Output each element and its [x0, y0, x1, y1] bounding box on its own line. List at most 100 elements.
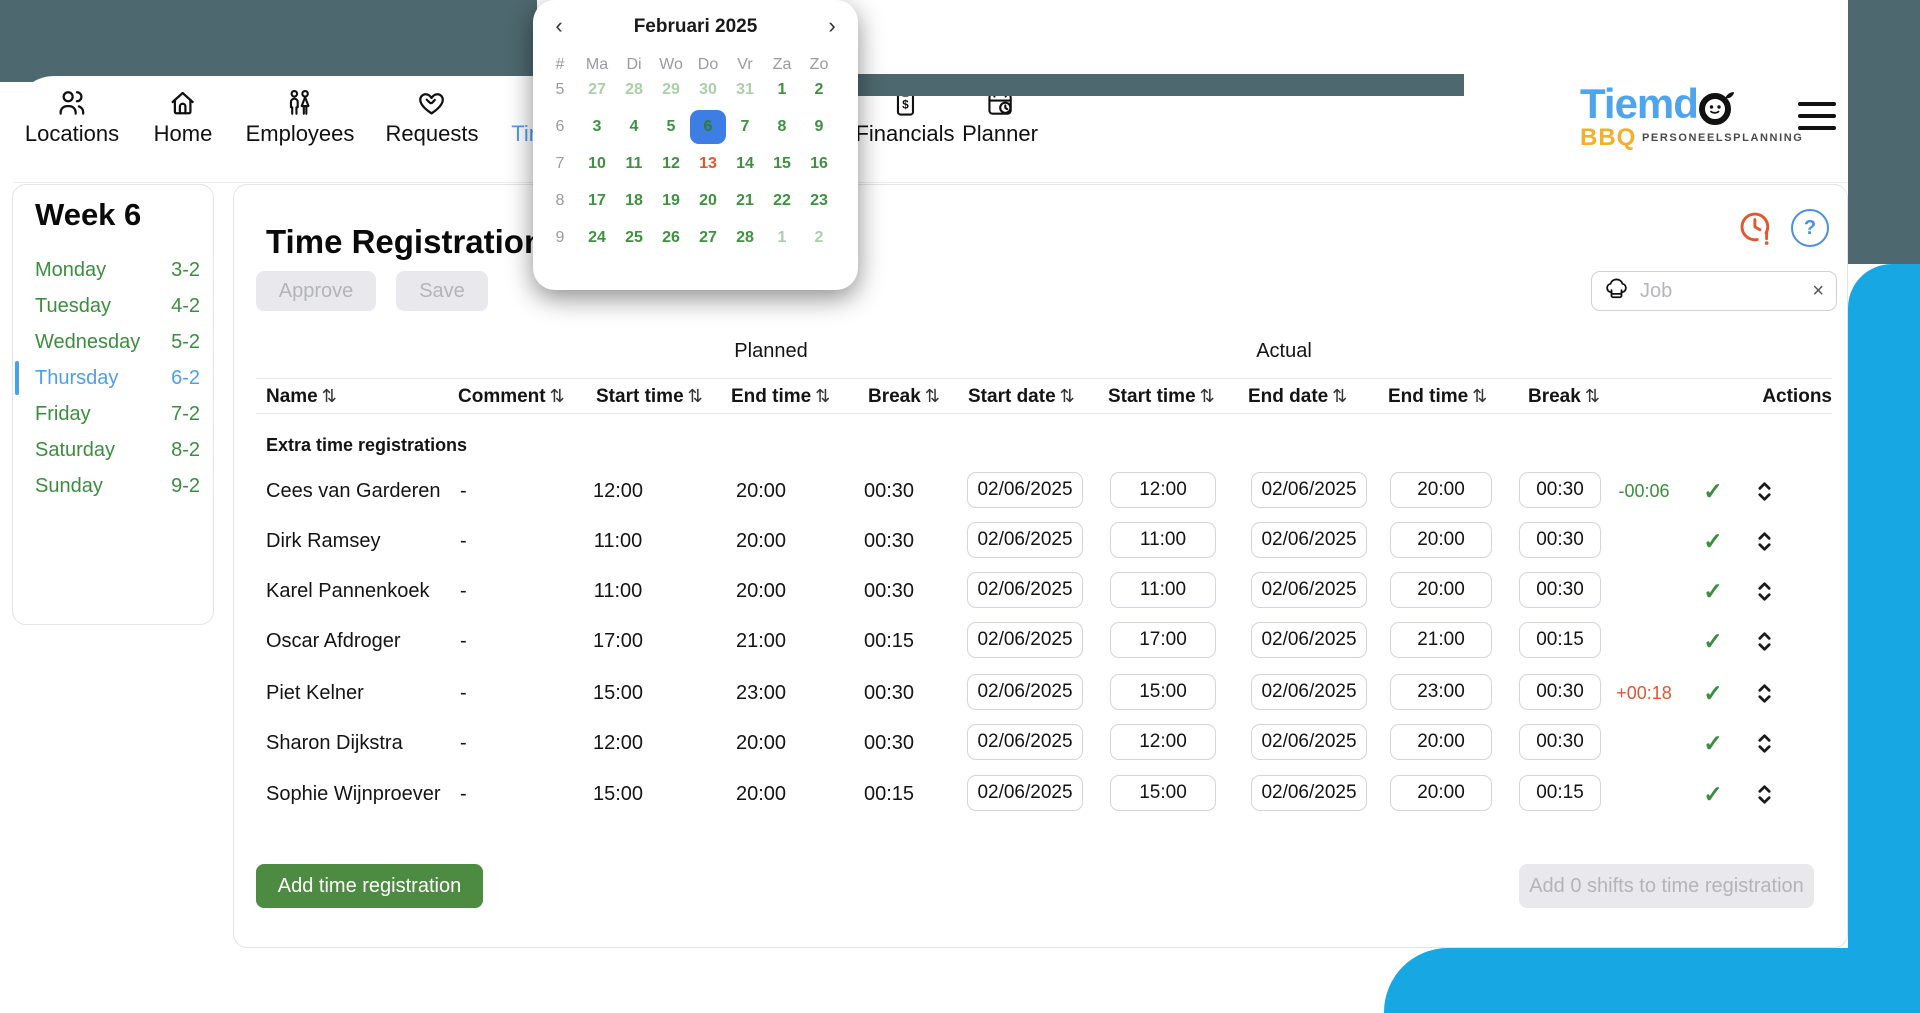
actual-end-date-input[interactable]: [1251, 724, 1367, 760]
actual-end-time-input[interactable]: [1390, 724, 1492, 760]
calendar-day[interactable]: 1: [777, 229, 787, 246]
expand-collapse-icon[interactable]: [1757, 783, 1772, 806]
expand-collapse-icon[interactable]: [1757, 732, 1772, 755]
approve-check-icon[interactable]: ✓: [1703, 781, 1723, 807]
approve-check-icon[interactable]: ✓: [1703, 628, 1723, 654]
add-shifts-button[interactable]: Add 0 shifts to time registration: [1519, 864, 1814, 908]
calendar-day[interactable]: 27: [699, 229, 717, 246]
approve-check-icon[interactable]: ✓: [1703, 578, 1723, 604]
actual-start-date-input[interactable]: [967, 522, 1083, 558]
actual-start-date-input[interactable]: [967, 622, 1083, 658]
nav-item-requests[interactable]: Requests: [386, 88, 478, 147]
calendar-day[interactable]: 10: [588, 155, 606, 172]
actual-start-time-input[interactable]: [1110, 472, 1216, 508]
sidebar-item-wednesday[interactable]: Wednesday 5-2: [35, 327, 200, 357]
approve-check-icon[interactable]: ✓: [1703, 528, 1723, 554]
actual-end-date-input[interactable]: [1251, 775, 1367, 811]
calendar-day[interactable]: 28: [736, 229, 754, 246]
calendar-day[interactable]: 14: [736, 155, 754, 172]
expand-collapse-icon[interactable]: [1757, 480, 1772, 503]
column-header-planned-start-time[interactable]: Start time ⇅: [596, 386, 703, 407]
calendar-day[interactable]: 20: [699, 192, 717, 209]
calendar-day[interactable]: 26: [662, 229, 680, 246]
calendar-day[interactable]: 25: [625, 229, 643, 246]
actual-break-input[interactable]: [1519, 674, 1601, 710]
calendar-day[interactable]: 27: [588, 81, 606, 98]
calendar-day[interactable]: 24: [588, 229, 606, 246]
calendar-day-alert[interactable]: 13: [699, 155, 717, 172]
calendar-day[interactable]: 30: [699, 81, 717, 98]
calendar-day[interactable]: 22: [773, 192, 791, 209]
actual-end-time-input[interactable]: [1390, 522, 1492, 558]
actual-end-date-input[interactable]: [1251, 674, 1367, 710]
sidebar-item-thursday[interactable]: Thursday 6-2: [35, 363, 200, 393]
expand-collapse-icon[interactable]: [1757, 630, 1772, 653]
nav-item-planner[interactable]: Planner: [962, 88, 1038, 147]
calendar-day[interactable]: 18: [625, 192, 643, 209]
expand-collapse-icon[interactable]: [1757, 682, 1772, 705]
calendar-day[interactable]: 21: [736, 192, 754, 209]
calendar-day[interactable]: 8: [777, 118, 787, 135]
column-header-actual-start-date[interactable]: Start date ⇅: [968, 386, 1075, 407]
calendar-day[interactable]: 5: [666, 118, 676, 135]
calendar-day[interactable]: 7: [740, 118, 750, 135]
actual-break-input[interactable]: [1519, 572, 1601, 608]
sidebar-item-sunday[interactable]: Sunday 9-2: [35, 471, 200, 501]
sidebar-item-monday[interactable]: Monday 3-2: [35, 255, 200, 285]
add-time-registration-button[interactable]: Add time registration: [256, 864, 483, 908]
actual-start-date-input[interactable]: [967, 572, 1083, 608]
calendar-day[interactable]: 31: [736, 81, 754, 98]
calendar-day[interactable]: 4: [629, 118, 639, 135]
actual-break-input[interactable]: [1519, 775, 1601, 811]
calendar-day-selected[interactable]: 6: [690, 110, 726, 144]
actual-break-input[interactable]: [1519, 724, 1601, 760]
nav-item-home[interactable]: Home: [154, 88, 212, 147]
calendar-day[interactable]: 29: [662, 81, 680, 98]
column-header-actual-end-date[interactable]: End date ⇅: [1248, 386, 1348, 407]
sidebar-item-tuesday[interactable]: Tuesday 4-2: [35, 291, 200, 321]
calendar-next-icon[interactable]: ›: [828, 13, 836, 38]
actual-start-date-input[interactable]: [967, 724, 1083, 760]
actual-start-time-input[interactable]: [1110, 775, 1216, 811]
calendar-day[interactable]: 19: [662, 192, 680, 209]
actual-start-date-input[interactable]: [967, 674, 1083, 710]
approve-button[interactable]: Approve: [256, 271, 376, 311]
calendar-day[interactable]: 23: [810, 192, 828, 209]
actual-end-date-input[interactable]: [1251, 522, 1367, 558]
actual-end-date-input[interactable]: [1251, 572, 1367, 608]
sidebar-item-friday[interactable]: Friday 7-2: [35, 399, 200, 429]
calendar-day[interactable]: 2: [814, 81, 824, 98]
actual-start-time-input[interactable]: [1110, 674, 1216, 710]
calendar-day[interactable]: 9: [814, 118, 824, 135]
actual-start-time-input[interactable]: [1110, 724, 1216, 760]
actual-end-time-input[interactable]: [1390, 572, 1492, 608]
column-header-actual-start-time[interactable]: Start time ⇅: [1108, 386, 1215, 407]
expand-collapse-icon[interactable]: [1757, 530, 1772, 553]
calendar-prev-icon[interactable]: ‹: [555, 13, 563, 38]
actual-start-time-input[interactable]: [1110, 622, 1216, 658]
clock-alert-icon[interactable]: [1737, 209, 1775, 247]
calendar-day[interactable]: 15: [773, 155, 791, 172]
calendar-day[interactable]: 12: [662, 155, 680, 172]
help-icon[interactable]: ?: [1791, 209, 1829, 247]
actual-end-date-input[interactable]: [1251, 622, 1367, 658]
actual-end-time-input[interactable]: [1390, 674, 1492, 710]
save-button[interactable]: Save: [396, 271, 488, 311]
actual-end-date-input[interactable]: [1251, 472, 1367, 508]
calendar-day[interactable]: 11: [625, 155, 643, 172]
approve-check-icon[interactable]: ✓: [1703, 680, 1723, 706]
actual-end-time-input[interactable]: [1390, 622, 1492, 658]
nav-item-financials[interactable]: $ Financials: [855, 88, 955, 147]
actual-start-date-input[interactable]: [967, 775, 1083, 811]
hamburger-menu-icon[interactable]: [1798, 102, 1836, 132]
nav-item-locations[interactable]: Locations: [25, 88, 119, 147]
expand-collapse-icon[interactable]: [1757, 580, 1772, 603]
calendar-day[interactable]: 1: [777, 81, 787, 98]
nav-item-employees[interactable]: Employees: [246, 88, 354, 147]
column-header-planned-end-time[interactable]: End time ⇅: [731, 386, 831, 407]
clear-filter-icon[interactable]: ×: [1812, 280, 1824, 302]
job-filter-input[interactable]: [1638, 278, 1804, 304]
approve-check-icon[interactable]: ✓: [1703, 478, 1723, 504]
calendar-day[interactable]: 16: [810, 155, 828, 172]
column-header-actual-break[interactable]: Break ⇅: [1528, 386, 1600, 407]
